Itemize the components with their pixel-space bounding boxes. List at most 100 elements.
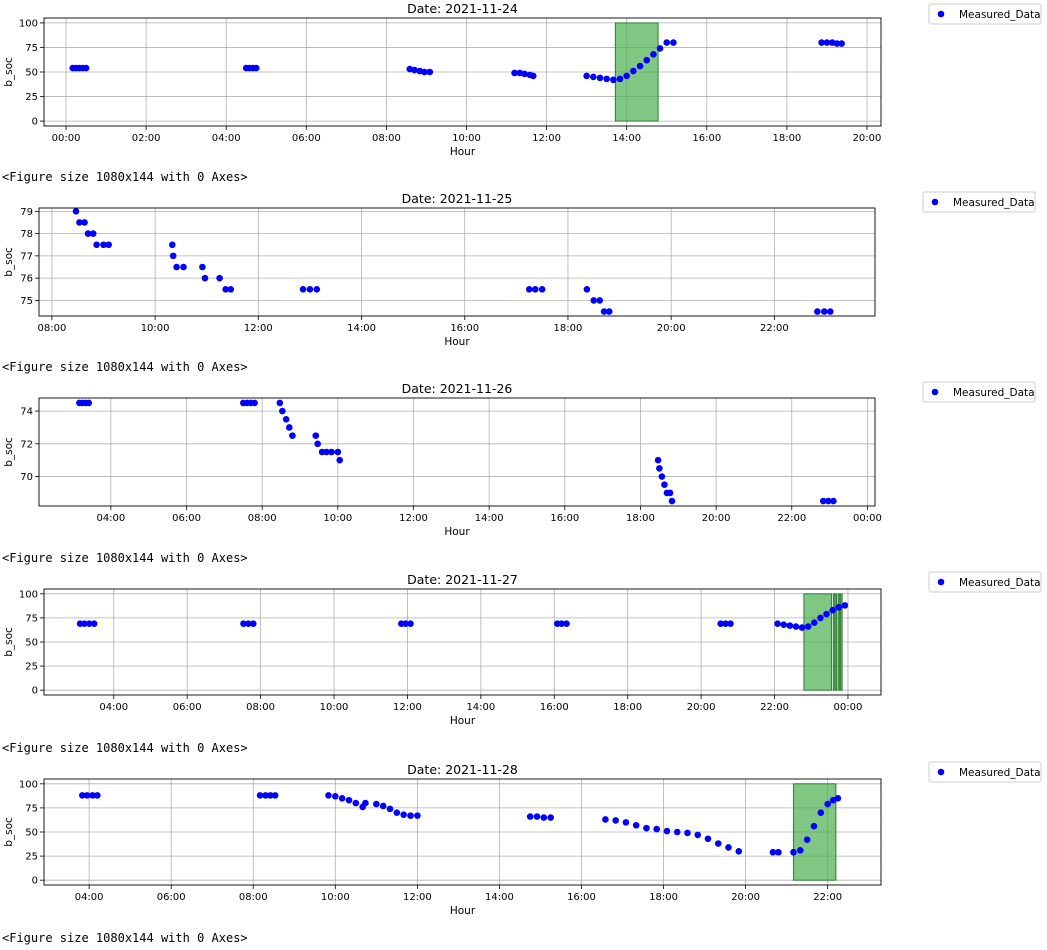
data-point bbox=[83, 792, 91, 799]
data-point bbox=[323, 448, 330, 456]
y-tick-label: 100 bbox=[19, 589, 38, 600]
x-tick-label: 18:00 bbox=[554, 323, 583, 334]
data-point bbox=[823, 610, 830, 618]
data-point bbox=[526, 813, 534, 820]
data-point bbox=[78, 792, 86, 799]
charge-span bbox=[792, 783, 837, 881]
y-axis-label: b_soc bbox=[3, 627, 15, 657]
data-point bbox=[769, 848, 777, 856]
data-point bbox=[810, 822, 818, 830]
x-tick-label: 00:00 bbox=[853, 513, 882, 524]
data-point bbox=[673, 828, 681, 836]
legend-label: Measured_Data bbox=[953, 387, 1035, 399]
x-tick-label: 14:00 bbox=[485, 892, 514, 903]
data-point bbox=[105, 241, 112, 249]
data-point bbox=[338, 794, 346, 802]
x-axis-label: Hour bbox=[444, 336, 470, 348]
x-axis-label: Hour bbox=[444, 526, 470, 538]
data-point bbox=[643, 824, 650, 832]
x-tick-label: 02:00 bbox=[132, 133, 161, 144]
data-point bbox=[282, 415, 290, 423]
data-point bbox=[306, 285, 314, 293]
data-point bbox=[251, 399, 258, 407]
x-tick-label: 14:00 bbox=[466, 702, 495, 713]
x-tick-label: 08:00 bbox=[239, 892, 268, 903]
data-point bbox=[72, 208, 80, 215]
data-point bbox=[525, 285, 533, 293]
data-point bbox=[600, 308, 608, 315]
y-tick-label: 75 bbox=[20, 296, 33, 307]
data-point bbox=[825, 497, 832, 505]
data-point bbox=[379, 802, 387, 810]
y-tick-label: 50 bbox=[25, 68, 38, 79]
data-point bbox=[603, 75, 610, 83]
data-point bbox=[803, 836, 811, 844]
data-point bbox=[823, 39, 831, 46]
data-point bbox=[654, 456, 662, 464]
x-tick-label: 16:00 bbox=[450, 323, 479, 334]
data-point bbox=[775, 848, 782, 856]
data-point bbox=[373, 800, 380, 808]
data-point bbox=[313, 285, 321, 293]
y-tick-label: 25 bbox=[25, 92, 38, 103]
chart-2021-11-24: Date: 2021-11-24 00:00 02:00 04:00 06:00 08:0… bbox=[3, 1, 1042, 158]
x-tick-label: 18:00 bbox=[613, 702, 642, 713]
data-point bbox=[830, 497, 837, 505]
plot-frame bbox=[38, 207, 876, 317]
y-tick-label: 76 bbox=[20, 274, 33, 285]
x-tick-label: 12:00 bbox=[403, 892, 432, 903]
x-axis-label: Hour bbox=[450, 146, 476, 158]
data-point bbox=[583, 285, 591, 293]
x-axis-label: Hour bbox=[450, 715, 476, 727]
legend-box bbox=[928, 571, 1042, 593]
y-tick-label: 0 bbox=[32, 117, 38, 128]
legend-marker bbox=[931, 198, 939, 206]
y-tick-label: 72 bbox=[20, 439, 33, 450]
x-tick-label: 08:00 bbox=[37, 323, 66, 334]
y-tick-label: 75 bbox=[25, 43, 38, 54]
y-tick-label: 0 bbox=[32, 876, 38, 887]
data-point bbox=[798, 624, 806, 631]
data-point bbox=[838, 40, 845, 47]
data-point bbox=[352, 799, 360, 807]
y-tick-label: 75 bbox=[25, 803, 38, 814]
data-point bbox=[558, 620, 565, 627]
data-point bbox=[563, 620, 570, 627]
data-point bbox=[276, 399, 284, 407]
data-point bbox=[169, 252, 177, 260]
x-tick-label: 14:00 bbox=[347, 323, 376, 334]
data-point bbox=[694, 831, 702, 839]
data-point bbox=[521, 70, 528, 78]
data-point bbox=[249, 620, 257, 627]
data-point bbox=[818, 39, 825, 46]
x-tick-label: 18:00 bbox=[649, 892, 678, 903]
data-point bbox=[661, 481, 668, 489]
legend-label: Measured_Data bbox=[959, 577, 1041, 589]
data-point bbox=[814, 308, 821, 315]
data-point bbox=[400, 811, 407, 818]
data-point bbox=[407, 812, 414, 819]
data-point bbox=[622, 819, 630, 826]
x-tick-label: 20:00 bbox=[687, 702, 716, 713]
data-point bbox=[538, 285, 546, 293]
legend-marker bbox=[937, 768, 945, 776]
y-tick-label: 0 bbox=[32, 686, 38, 697]
data-point bbox=[797, 847, 804, 854]
data-point bbox=[792, 623, 800, 630]
data-point bbox=[547, 814, 555, 821]
data-point bbox=[596, 74, 604, 82]
x-tick-label: 10:00 bbox=[452, 133, 481, 144]
chart-title: Date: 2021-11-28 bbox=[407, 762, 518, 777]
data-point bbox=[94, 792, 101, 799]
y-axis-label: b_soc bbox=[3, 817, 15, 847]
x-tick-label: 12:00 bbox=[399, 513, 428, 524]
x-tick-label: 20:00 bbox=[657, 323, 686, 334]
data-point bbox=[222, 285, 229, 293]
x-tick-label: 12:00 bbox=[244, 323, 273, 334]
data-point bbox=[658, 473, 666, 480]
data-point bbox=[285, 424, 293, 431]
data-point bbox=[201, 274, 209, 282]
data-point bbox=[833, 40, 841, 47]
x-tick-label: 16:00 bbox=[550, 513, 579, 524]
data-point bbox=[89, 792, 96, 799]
